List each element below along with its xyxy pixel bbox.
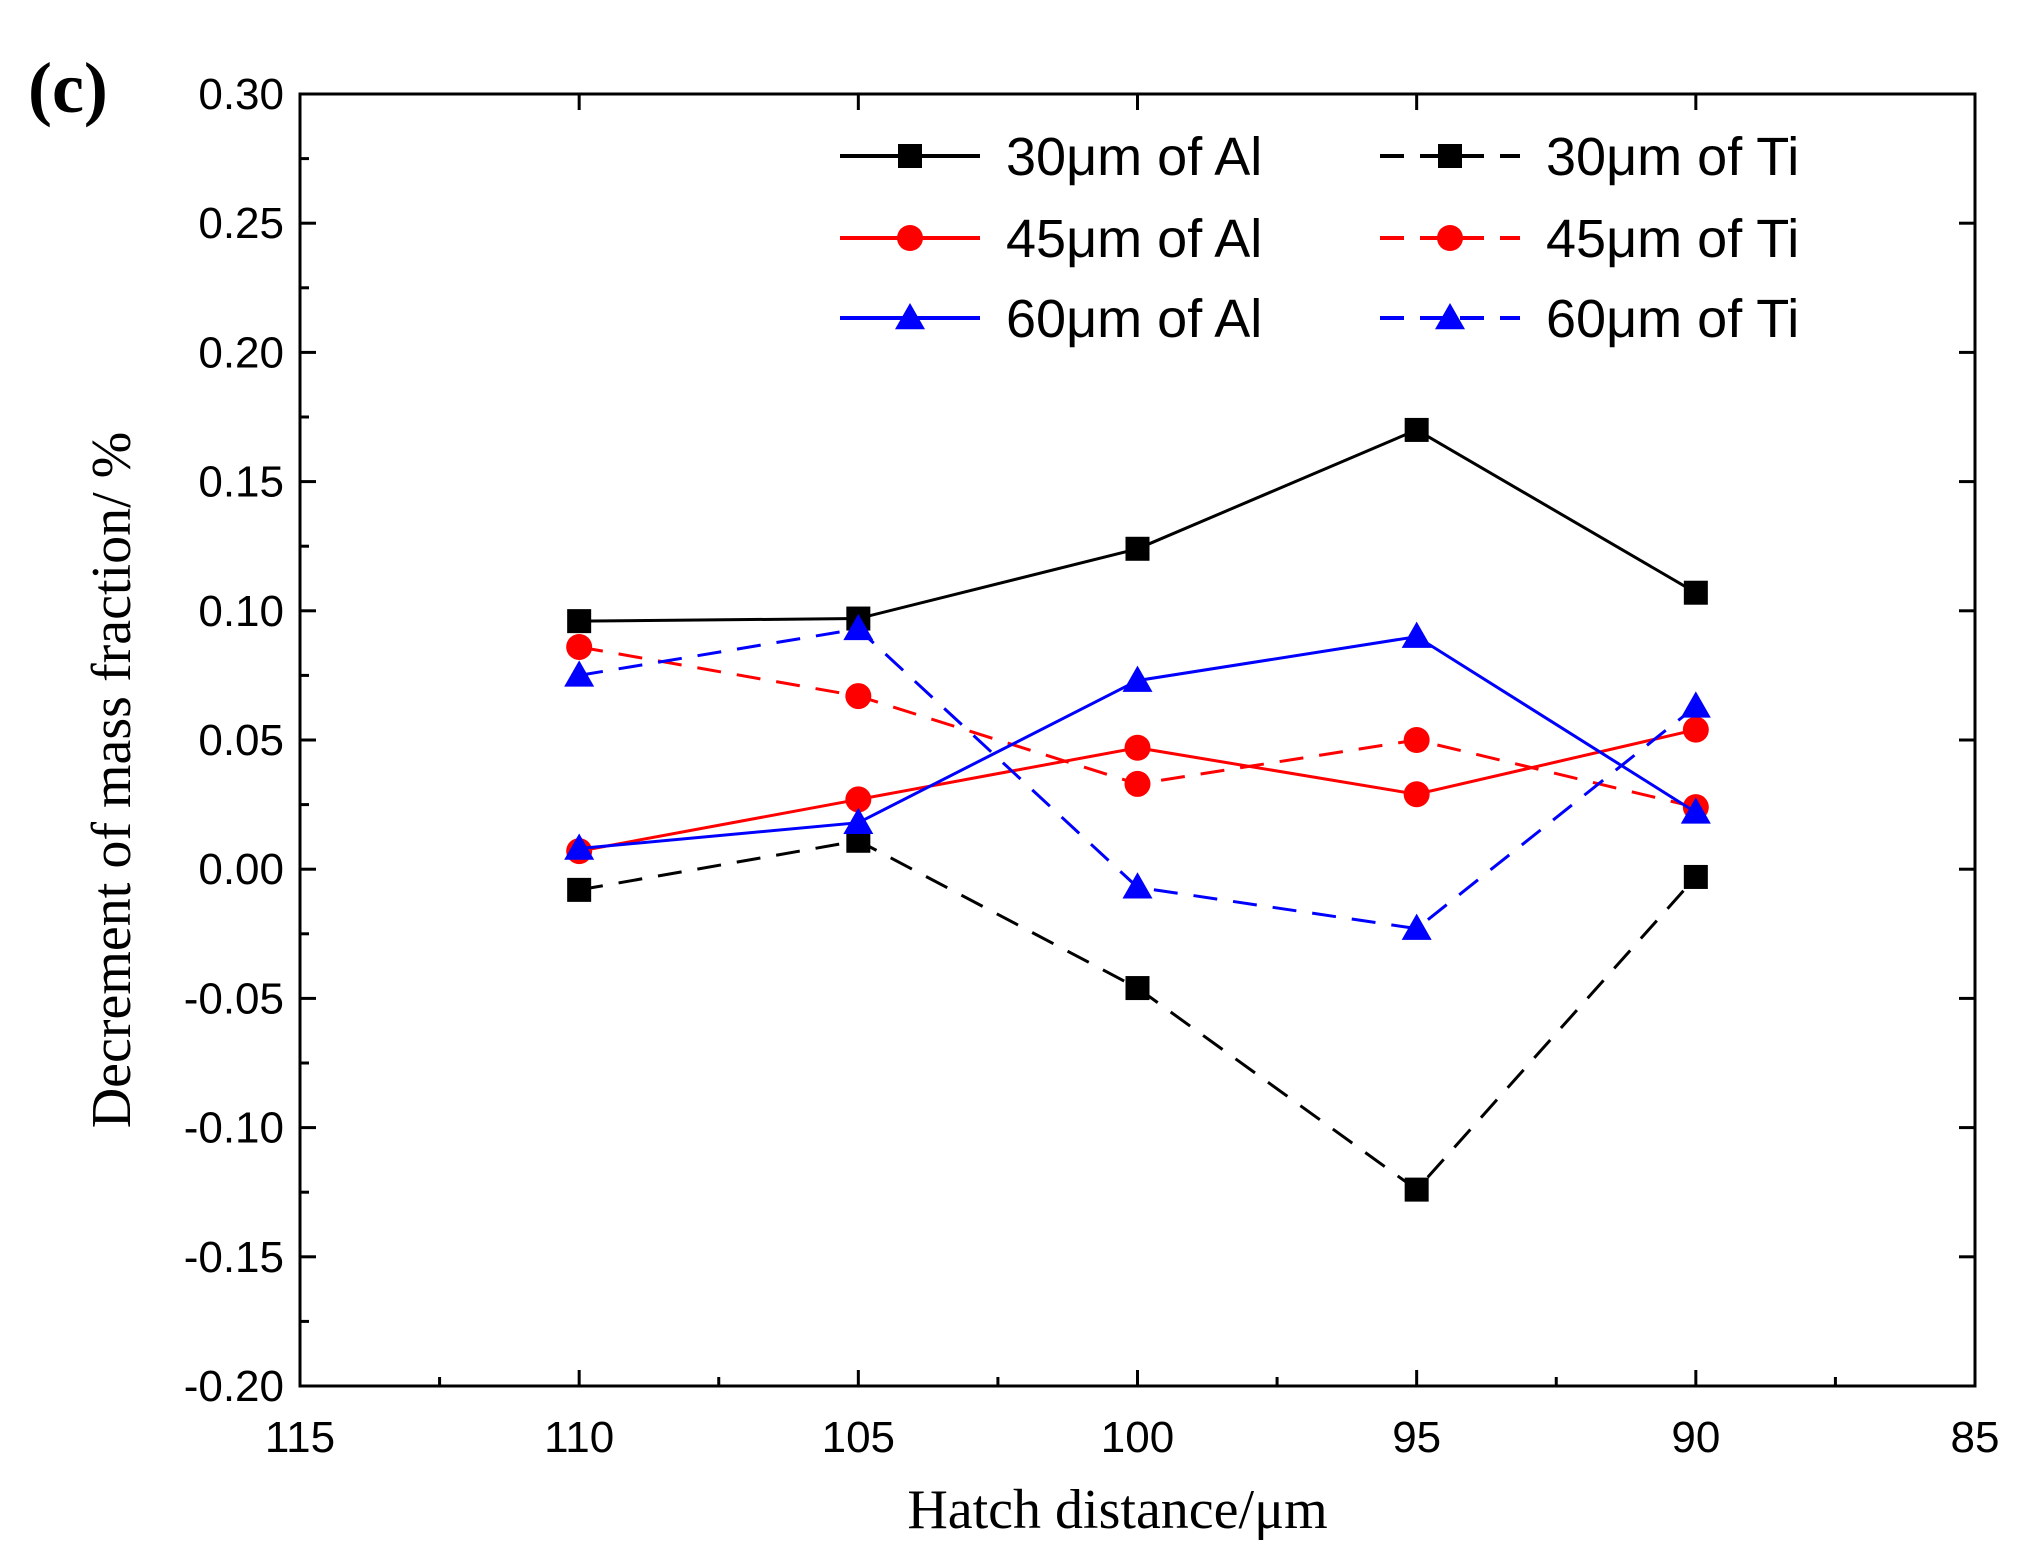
data-point-60-m-of-al — [843, 807, 874, 834]
x-tick-label: 95 — [1392, 1413, 1441, 1462]
data-point-45-m-of-ti — [845, 683, 872, 710]
legend-label-45-m-of-al: 45μm of Al — [1006, 209, 1262, 269]
data-point-30-m-of-al — [567, 609, 592, 634]
data-point-60-m-of-ti — [843, 613, 874, 641]
legend-label-45-m-of-ti: 45μm of Ti — [1546, 209, 1799, 269]
data-point-60-m-of-al — [1122, 665, 1153, 692]
legend-label-30-m-of-ti: 30μm of Ti — [1546, 127, 1799, 187]
data-point-30-m-of-ti — [1404, 1177, 1429, 1202]
series-line-30-m-of-ti — [578, 839, 1697, 1192]
legend-marker-30-m-of-ti — [1438, 144, 1462, 168]
legend-marker-45-m-of-al — [897, 225, 923, 251]
y-tick-label: 0.05 — [198, 716, 284, 765]
legend-marker-60-m-of-al — [895, 303, 925, 330]
x-tick-label: 110 — [544, 1413, 614, 1462]
data-point-45-m-of-al — [1682, 716, 1709, 743]
y-tick-label: 0.00 — [198, 845, 284, 894]
panel-label: (c) — [28, 48, 108, 128]
data-point-30-m-of-al — [1404, 417, 1429, 442]
data-point-60-m-of-al — [564, 833, 595, 860]
x-axis-label: Hatch distance/μm — [907, 1479, 1327, 1541]
data-point-60-m-of-al — [1680, 797, 1711, 824]
data-point-45-m-of-ti — [1403, 727, 1430, 753]
legend-label-30-m-of-al: 30μm of Al — [1006, 127, 1262, 187]
data-point-45-m-of-ti — [1124, 770, 1151, 797]
legend-label-60-m-of-al: 60μm of Al — [1006, 289, 1262, 349]
data-point-45-m-of-al — [1124, 734, 1151, 761]
y-tick-label: -0.15 — [184, 1233, 284, 1282]
x-tick-label: 105 — [822, 1413, 895, 1462]
data-point-30-m-of-ti — [567, 877, 592, 902]
legend-marker-30-m-of-al — [898, 144, 922, 168]
data-point-60-m-of-ti — [1122, 872, 1153, 899]
data-point-60-m-of-al — [1401, 621, 1432, 648]
series-line-30-m-of-al — [579, 428, 1697, 623]
y-tick-label: 0.30 — [198, 70, 284, 119]
y-tick-label: -0.05 — [184, 974, 284, 1023]
y-tick-label: -0.20 — [184, 1362, 284, 1411]
data-point-60-m-of-ti — [1680, 691, 1711, 718]
data-point-30-m-of-al — [1683, 580, 1708, 605]
y-axis-label: Decrement of mass fraction/ % — [81, 432, 143, 1129]
data-point-45-m-of-ti — [566, 633, 593, 660]
data-point-45-m-of-al — [845, 786, 872, 813]
data-point-60-m-of-ti — [564, 660, 595, 687]
legend-label-60-m-of-ti: 60μm of Ti — [1546, 289, 1799, 349]
y-tick-label: -0.10 — [184, 1104, 284, 1153]
data-point-30-m-of-ti — [1683, 864, 1708, 889]
x-tick-label: 115 — [265, 1413, 335, 1462]
data-point-60-m-of-ti — [1401, 913, 1432, 940]
x-tick-label: 85 — [1951, 1413, 2000, 1462]
legend-marker-60-m-of-ti — [1435, 303, 1465, 330]
legend-marker-45-m-of-ti — [1437, 225, 1463, 251]
y-tick-label: 0.20 — [198, 328, 284, 377]
x-tick-label: 90 — [1671, 1413, 1720, 1462]
data-point-30-m-of-al — [1125, 536, 1150, 561]
data-point-30-m-of-ti — [1125, 976, 1150, 1001]
x-tick-label: 100 — [1101, 1413, 1174, 1462]
y-tick-label: 0.25 — [198, 199, 284, 248]
data-point-45-m-of-al — [1403, 781, 1430, 808]
y-tick-label: 0.10 — [198, 587, 284, 636]
y-tick-label: 0.15 — [198, 458, 284, 507]
